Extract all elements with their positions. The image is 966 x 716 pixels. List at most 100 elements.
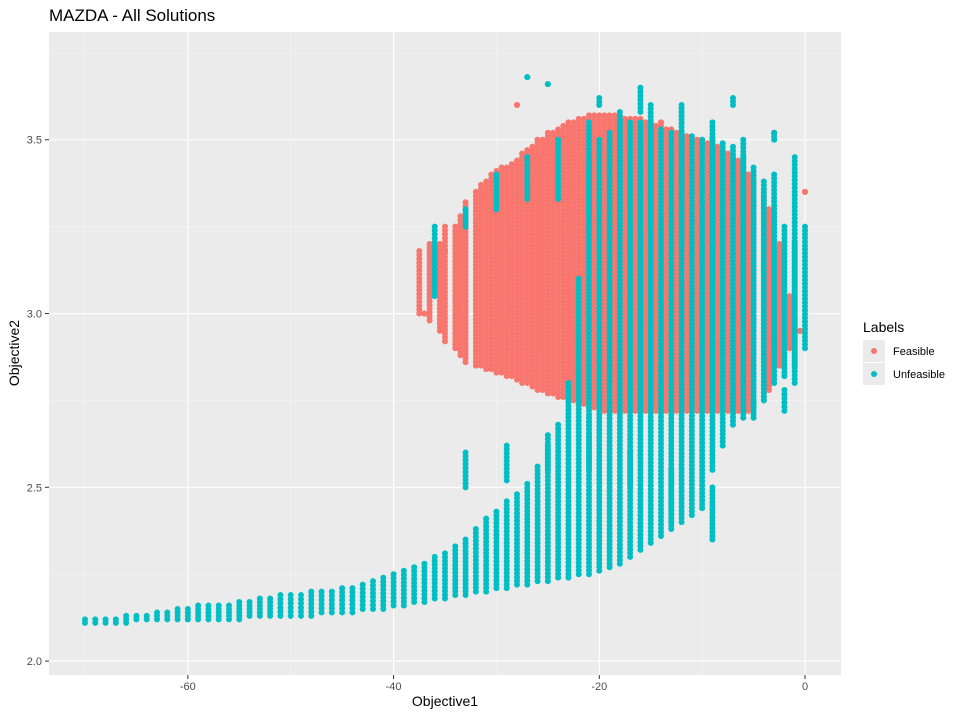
point-unfeasible: [442, 550, 448, 557]
point-feasible: [436, 241, 443, 248]
point-feasible: [652, 122, 659, 129]
point-unfeasible: [493, 508, 500, 515]
point-feasible: [586, 112, 592, 119]
point-feasible: [575, 115, 582, 122]
point-unfeasible: [524, 480, 531, 487]
point-feasible: [478, 181, 484, 188]
point-feasible: [457, 213, 464, 220]
point-feasible: [611, 112, 618, 119]
point-unfeasible: [359, 581, 366, 588]
point-feasible: [596, 112, 603, 119]
point-unfeasible: [339, 585, 346, 592]
point-feasible: [575, 154, 582, 161]
point-feasible: [580, 115, 587, 122]
point-feasible: [462, 199, 469, 206]
point-unfeasible: [349, 585, 356, 592]
point-feasible: [565, 119, 572, 126]
point-feasible: [683, 133, 690, 140]
point-feasible: [472, 188, 479, 195]
point-feasible: [488, 171, 495, 178]
point-unfeasible: [565, 380, 572, 387]
point-unfeasible: [555, 421, 562, 428]
point-feasible: [796, 327, 803, 334]
data-points: [82, 74, 808, 626]
point-unfeasible: [534, 463, 541, 470]
point-feasible: [421, 310, 428, 317]
point-unfeasible: [503, 498, 510, 505]
point-feasible: [802, 188, 808, 195]
point-unfeasible: [400, 567, 407, 574]
point-feasible: [483, 192, 490, 199]
point-unfeasible: [452, 543, 459, 550]
point-unfeasible: [308, 588, 315, 595]
point-unfeasible: [390, 571, 397, 578]
point-unfeasible: [421, 560, 428, 567]
point-feasible: [642, 119, 649, 126]
point-feasible: [606, 112, 613, 119]
point-unfeasible: [380, 574, 387, 581]
point-unfeasible: [205, 602, 212, 609]
point-unfeasible: [267, 595, 274, 602]
point-unfeasible: [102, 616, 109, 623]
point-unfeasible: [112, 616, 119, 623]
point-feasible: [462, 241, 469, 248]
point-unfeasible: [164, 609, 171, 616]
point-feasible: [442, 223, 448, 230]
point-unfeasible: [226, 602, 232, 609]
point-unfeasible: [256, 595, 263, 602]
point-unfeasible: [575, 275, 582, 282]
point-feasible: [591, 112, 598, 119]
point-unfeasible: [472, 526, 479, 533]
point-unfeasible: [154, 609, 160, 616]
point-unfeasible: [462, 536, 469, 543]
point-feasible: [776, 241, 783, 248]
point-feasible: [519, 150, 526, 157]
point-unfeasible: [431, 553, 438, 560]
point-feasible: [560, 122, 567, 129]
point-feasible: [786, 293, 793, 300]
point-unfeasible: [215, 602, 222, 609]
point-feasible: [550, 129, 556, 136]
point-feasible: [452, 223, 459, 230]
point-feasible: [416, 247, 423, 254]
point-feasible: [544, 129, 551, 136]
point-feasible: [555, 126, 562, 133]
point-unfeasible: [514, 491, 520, 498]
point-feasible: [632, 115, 639, 122]
point-feasible: [724, 150, 731, 157]
point-feasible: [745, 171, 752, 178]
point-feasible: [663, 126, 670, 133]
point-feasible: [529, 143, 536, 150]
point-unfeasible: [328, 588, 335, 595]
point-feasible: [498, 164, 505, 171]
point-feasible: [570, 119, 577, 126]
point-unfeasible: [195, 602, 202, 609]
point-unfeasible: [483, 515, 490, 522]
chart-title: MAZDA - All Solutions: [49, 6, 215, 25]
point-feasible: [694, 136, 700, 143]
point-unfeasible: [143, 612, 150, 619]
point-unfeasible: [277, 592, 284, 599]
point-unfeasible: [411, 564, 418, 571]
point-feasible: [514, 157, 520, 164]
point-feasible: [601, 112, 608, 119]
point-unfeasible: [123, 612, 130, 619]
point-feasible: [539, 136, 546, 143]
point-feasible: [735, 157, 742, 164]
point-feasible: [508, 161, 515, 168]
point-feasible: [704, 140, 711, 147]
point-unfeasible: [133, 612, 140, 619]
point-feasible: [534, 136, 541, 143]
point-feasible: [442, 247, 448, 254]
point-feasible: [622, 115, 628, 122]
point-feasible: [766, 206, 772, 213]
point-feasible: [483, 178, 490, 185]
point-feasible: [514, 101, 520, 108]
point-unfeasible: [82, 616, 88, 623]
point-unfeasible: [184, 605, 191, 612]
point-feasible: [524, 147, 531, 154]
point-unfeasible: [370, 578, 376, 585]
point-unfeasible: [246, 599, 253, 606]
point-unfeasible: [287, 592, 294, 599]
